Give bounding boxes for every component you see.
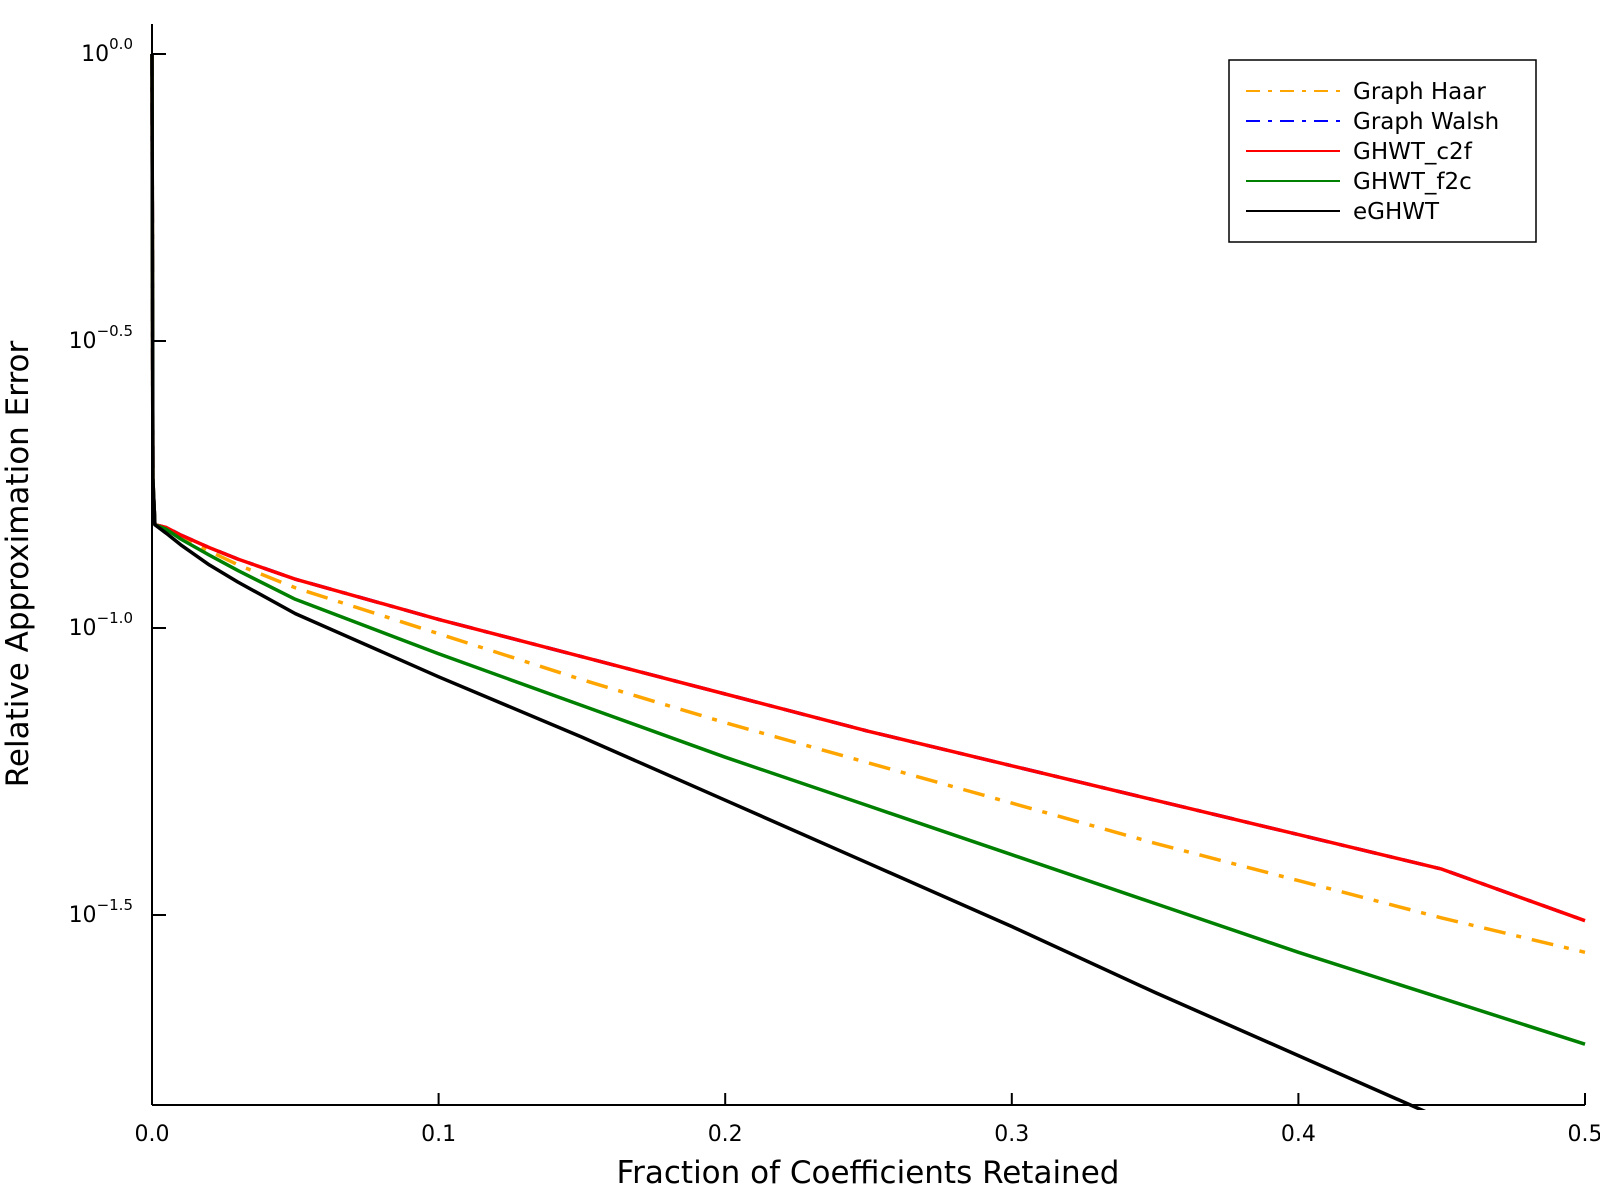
legend-label: Graph Haar	[1353, 79, 1486, 105]
y-tick-exponent: −1.5	[97, 896, 133, 914]
y-tick-label: 10−1.0	[69, 609, 133, 641]
x-tick-label: 0.0	[135, 1122, 170, 1147]
x-axis-title: Fraction of Coefficients Retained	[617, 1155, 1120, 1191]
y-tick-exponent: −0.5	[97, 322, 133, 340]
y-tick-base: 10	[69, 903, 97, 928]
x-ticks: 0.0 0.1 0.2 0.3 0.4 0.5	[135, 1093, 1600, 1147]
y-tick-base: 10	[69, 616, 97, 641]
y-axis-title: Relative Approximation Error	[0, 341, 36, 788]
y-tick-base: 10	[69, 329, 97, 354]
y-tick-label: 10−1.5	[69, 896, 133, 928]
series-layer	[150, 53, 1586, 1110]
y-ticks: 100.010−0.510−1.010−1.5	[69, 35, 166, 928]
legend-label: GHWT_f2c	[1353, 169, 1472, 195]
y-tick-label: 10−0.5	[69, 322, 133, 354]
y-tick-exponent: −1.0	[97, 609, 133, 627]
x-tick-label: 0.2	[708, 1122, 743, 1147]
legend: Graph Haar Graph Walsh GHWT_c2f GHWT_f2c eGH…	[1228, 59, 1537, 243]
legend-label: GHWT_c2f	[1353, 139, 1473, 165]
y-tick-base: 10	[81, 42, 109, 67]
x-tick-label: 0.5	[1568, 1122, 1600, 1147]
y-tick-exponent: 0.0	[109, 35, 133, 53]
x-tick-label: 0.3	[994, 1122, 1029, 1147]
legend-label: eGHWT	[1353, 199, 1440, 225]
legend-label: Graph Walsh	[1353, 109, 1499, 135]
x-tick-label: 0.4	[1281, 1122, 1316, 1147]
x-tick-label: 0.1	[421, 1122, 456, 1147]
y-tick-label: 100.0	[81, 35, 133, 67]
series-line-eghwt	[150, 53, 1427, 1110]
series-line-ghwt-f2c	[150, 53, 1586, 1046]
